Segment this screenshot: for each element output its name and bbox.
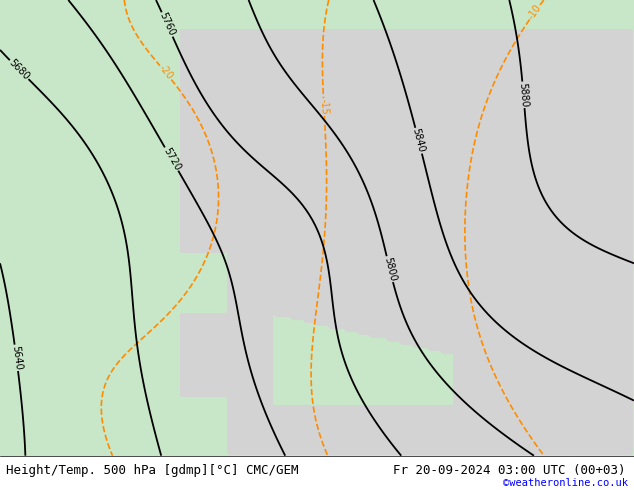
Text: ©weatheronline.co.uk: ©weatheronline.co.uk: [503, 478, 628, 488]
Text: -15: -15: [318, 99, 329, 115]
Text: 5640: 5640: [10, 345, 23, 370]
Text: 5760: 5760: [158, 11, 177, 38]
Text: -10: -10: [526, 3, 543, 22]
Text: 5880: 5880: [517, 82, 529, 107]
Text: -20: -20: [157, 63, 174, 82]
Text: Fr 20-09-2024 03:00 UTC (00+03): Fr 20-09-2024 03:00 UTC (00+03): [393, 465, 626, 477]
Text: 5840: 5840: [411, 127, 427, 154]
Text: 5800: 5800: [382, 256, 398, 282]
Text: 5720: 5720: [161, 146, 182, 172]
Text: 5680: 5680: [7, 57, 31, 82]
Text: Height/Temp. 500 hPa [gdmp][°C] CMC/GEM: Height/Temp. 500 hPa [gdmp][°C] CMC/GEM: [6, 465, 299, 477]
